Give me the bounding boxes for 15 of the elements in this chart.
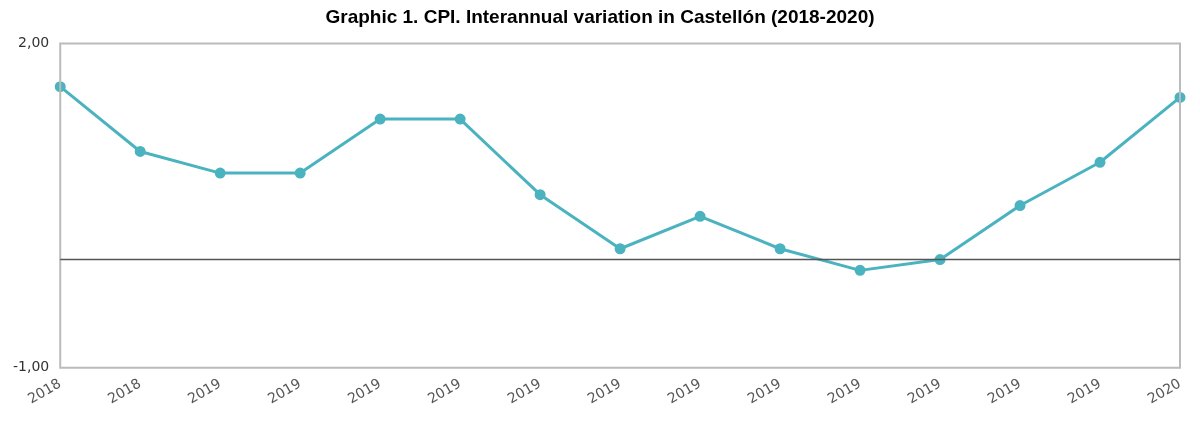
point — [1014, 200, 1026, 212]
y-tick-label: -1,00 — [12, 358, 50, 375]
point — [454, 113, 466, 125]
point — [774, 243, 786, 255]
point — [534, 189, 546, 201]
point — [854, 264, 866, 276]
y-tick-label: 2,00 — [18, 34, 50, 51]
point — [294, 167, 306, 179]
point — [614, 243, 626, 255]
point — [214, 167, 226, 179]
point — [374, 113, 386, 125]
point — [694, 210, 706, 222]
point — [1094, 156, 1106, 168]
point — [134, 145, 146, 157]
chart-title: Graphic 1. CPI. Interannual variation in Castellón (2018-2020) — [324, 6, 876, 29]
